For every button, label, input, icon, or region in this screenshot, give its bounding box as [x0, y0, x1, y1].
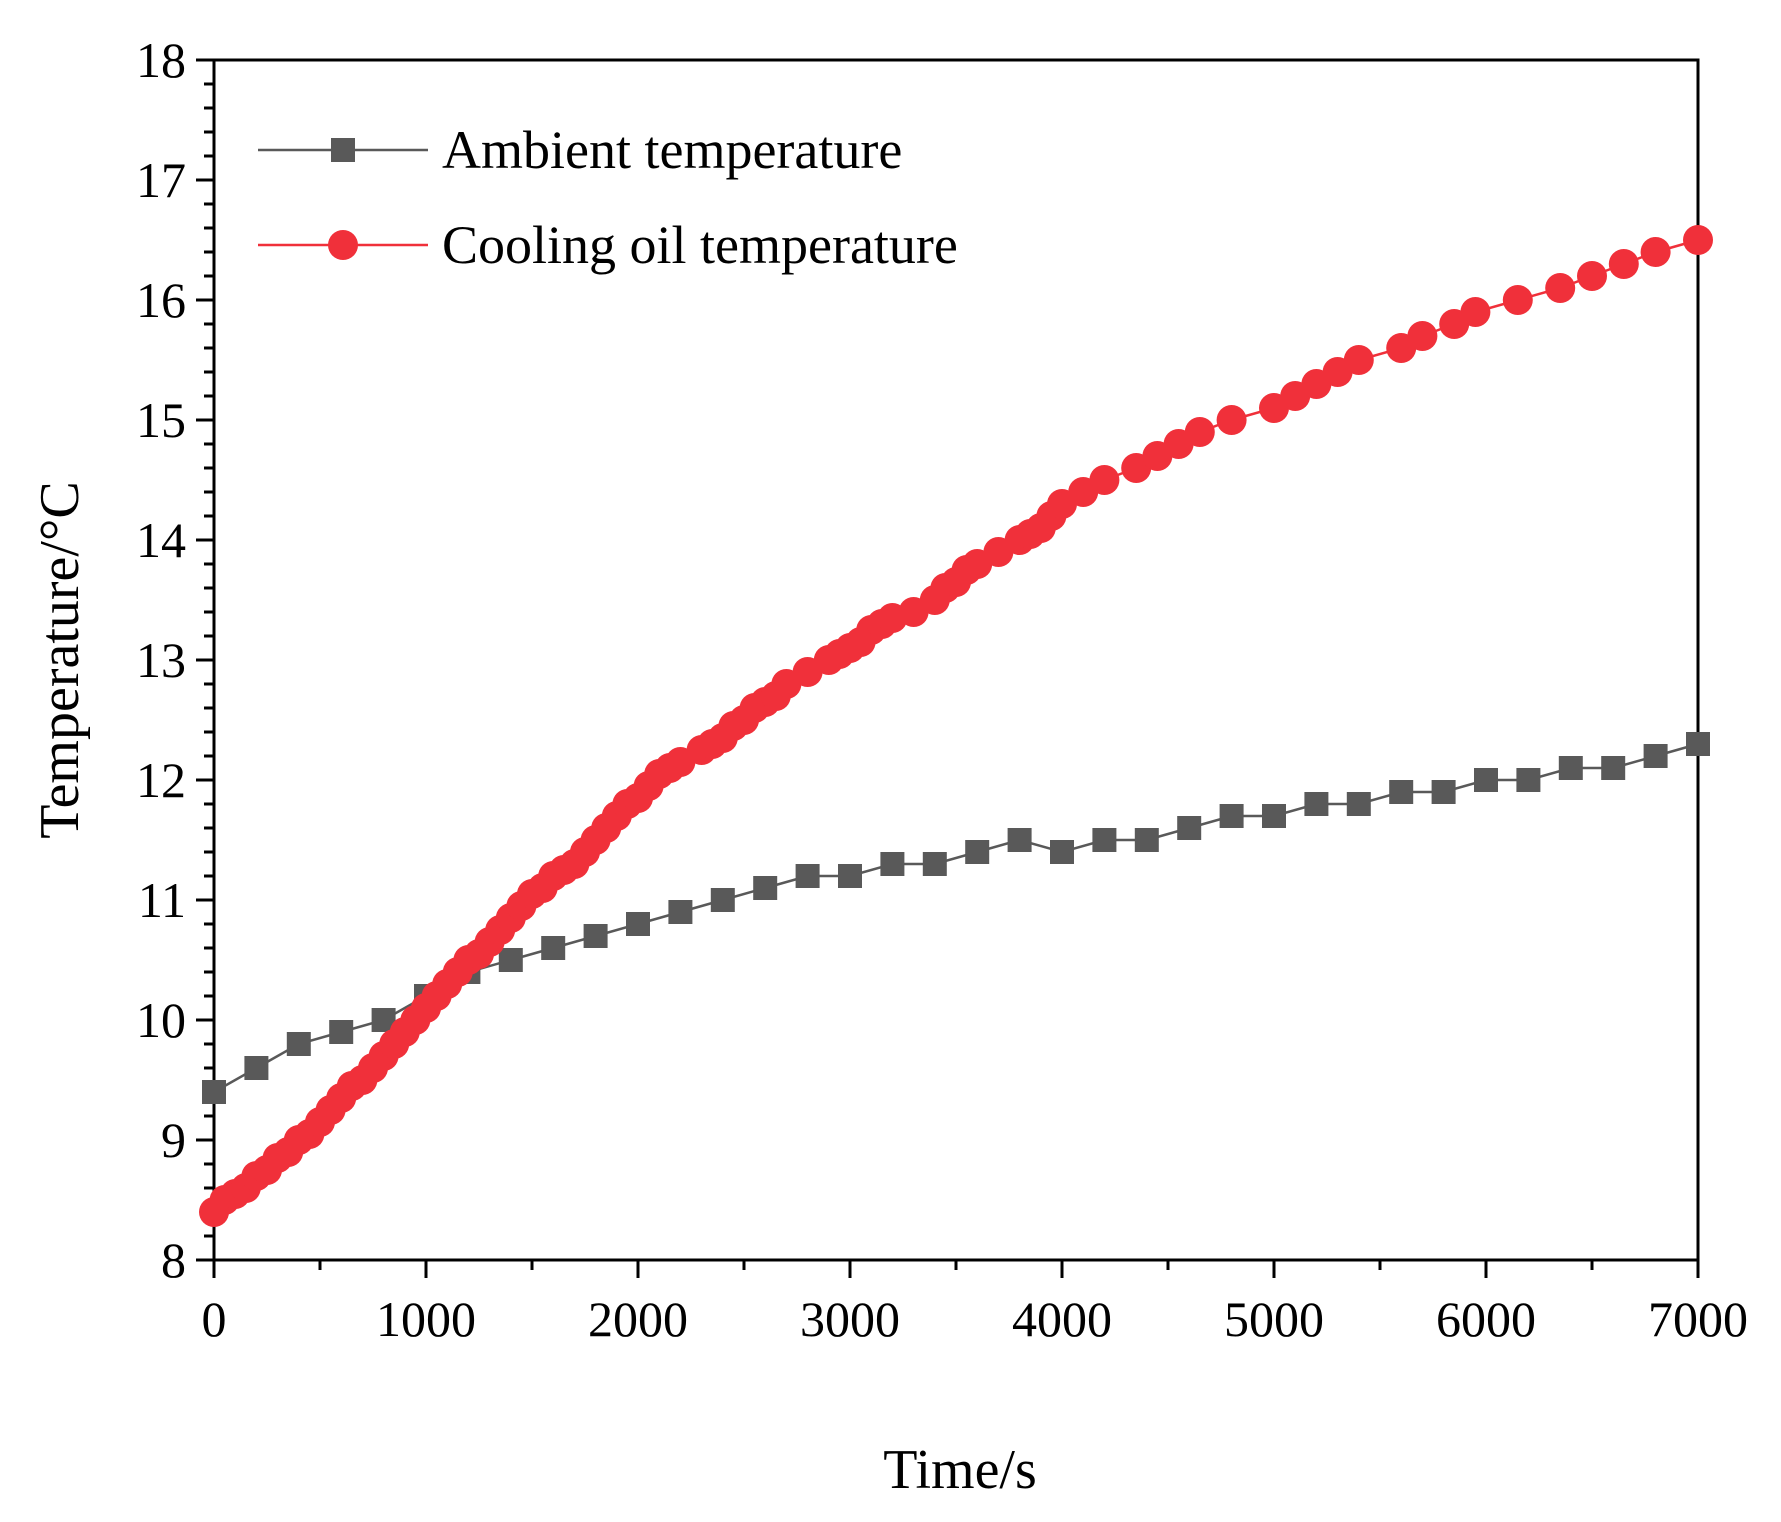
y-tick-label: 11 — [138, 872, 186, 928]
data-point-cooling-oil — [1502, 285, 1533, 315]
data-point-cooling-oil — [1608, 249, 1639, 279]
x-tick-label: 0 — [202, 1291, 227, 1347]
data-point-ambient — [1686, 732, 1710, 756]
x-tick-label: 6000 — [1436, 1291, 1536, 1347]
data-point-ambient — [1346, 792, 1371, 816]
data-point-ambient — [1007, 828, 1032, 852]
data-point-ambient — [1134, 828, 1159, 852]
axes: 0 1000 2000 3000 4000 5000 6000 7000 8 9 10 11 12 13 1… — [136, 32, 1748, 1347]
data-point-ambient — [710, 888, 735, 912]
y-tick-label: 10 — [136, 992, 186, 1048]
data-point-cooling-oil — [1460, 297, 1491, 327]
series-line-cooling-oil — [213, 238, 1699, 1213]
data-point-ambient — [1177, 816, 1202, 840]
y-tick-label: 16 — [136, 272, 186, 328]
data-point-ambient — [1304, 792, 1329, 816]
data-point-cooling-oil — [1683, 225, 1713, 255]
data-point-ambient — [202, 1080, 226, 1104]
data-point-cooling-oil — [1407, 321, 1438, 351]
y-tick-label: 17 — [136, 152, 186, 208]
data-point-ambient — [1558, 756, 1583, 780]
legend-label-ambient: Ambient temperature — [442, 120, 902, 180]
y-axis-title: Temperature/°C — [29, 481, 91, 838]
data-point-ambient — [753, 876, 778, 900]
y-tick-label: 9 — [161, 1112, 186, 1168]
data-point-ambient — [880, 852, 905, 876]
data-point-ambient — [668, 900, 693, 924]
data-point-ambient — [922, 852, 947, 876]
data-point-ambient — [1389, 780, 1414, 804]
data-point-ambient — [329, 1020, 354, 1044]
x-tick-label: 3000 — [800, 1291, 900, 1347]
data-point-ambient — [1092, 828, 1117, 852]
data-point-ambient — [626, 912, 650, 936]
data-point-ambient — [1516, 768, 1541, 792]
data-point-ambient — [583, 924, 608, 948]
x-axis-title: Time/s — [883, 1439, 1037, 1501]
data-point-ambient — [965, 840, 990, 864]
data-point-cooling-oil — [1640, 237, 1671, 267]
data-point-ambient — [1219, 804, 1244, 828]
legend-marker-ambient — [331, 138, 355, 162]
data-point-cooling-oil — [1089, 465, 1120, 495]
data-point-ambient — [498, 948, 523, 972]
x-tick-label: 5000 — [1224, 1291, 1324, 1347]
data-point-ambient — [795, 864, 820, 888]
data-point-ambient — [1474, 768, 1498, 792]
series-line-ambient — [213, 742, 1699, 1094]
data-point-ambient — [1601, 756, 1626, 780]
series-ambient — [202, 732, 1710, 1104]
data-point-ambient — [838, 864, 862, 888]
data-point-cooling-oil — [1577, 261, 1607, 291]
data-point-cooling-oil — [1343, 345, 1374, 375]
x-tick-label: 2000 — [588, 1291, 688, 1347]
y-tick-label: 14 — [136, 512, 186, 568]
data-point-cooling-oil — [1545, 273, 1576, 303]
data-point-ambient — [1643, 744, 1668, 768]
legend: Ambient temperature Cooling oil temperat… — [258, 120, 958, 275]
y-tick-label: 13 — [136, 632, 186, 688]
y-tick-label: 12 — [136, 752, 186, 808]
x-tick-label: 1000 — [376, 1291, 476, 1347]
legend-marker-cooling-oil — [328, 230, 358, 260]
data-point-ambient — [286, 1032, 311, 1056]
data-point-ambient — [1431, 780, 1456, 804]
data-point-ambient — [244, 1056, 269, 1080]
y-tick-label: 8 — [161, 1232, 186, 1288]
data-point-ambient — [1050, 840, 1074, 864]
data-point-cooling-oil — [1184, 417, 1215, 447]
y-tick-label: 15 — [136, 392, 186, 448]
legend-label-cooling-oil: Cooling oil temperature — [442, 215, 958, 275]
series-cooling-oil — [199, 225, 1713, 1227]
data-point-cooling-oil — [1216, 405, 1247, 435]
y-tick-label: 18 — [136, 32, 186, 88]
plot-series — [199, 225, 1713, 1227]
data-point-ambient — [541, 936, 566, 960]
x-tick-label: 4000 — [1012, 1291, 1112, 1347]
data-point-ambient — [1262, 804, 1286, 828]
x-tick-label: 7000 — [1648, 1291, 1748, 1347]
